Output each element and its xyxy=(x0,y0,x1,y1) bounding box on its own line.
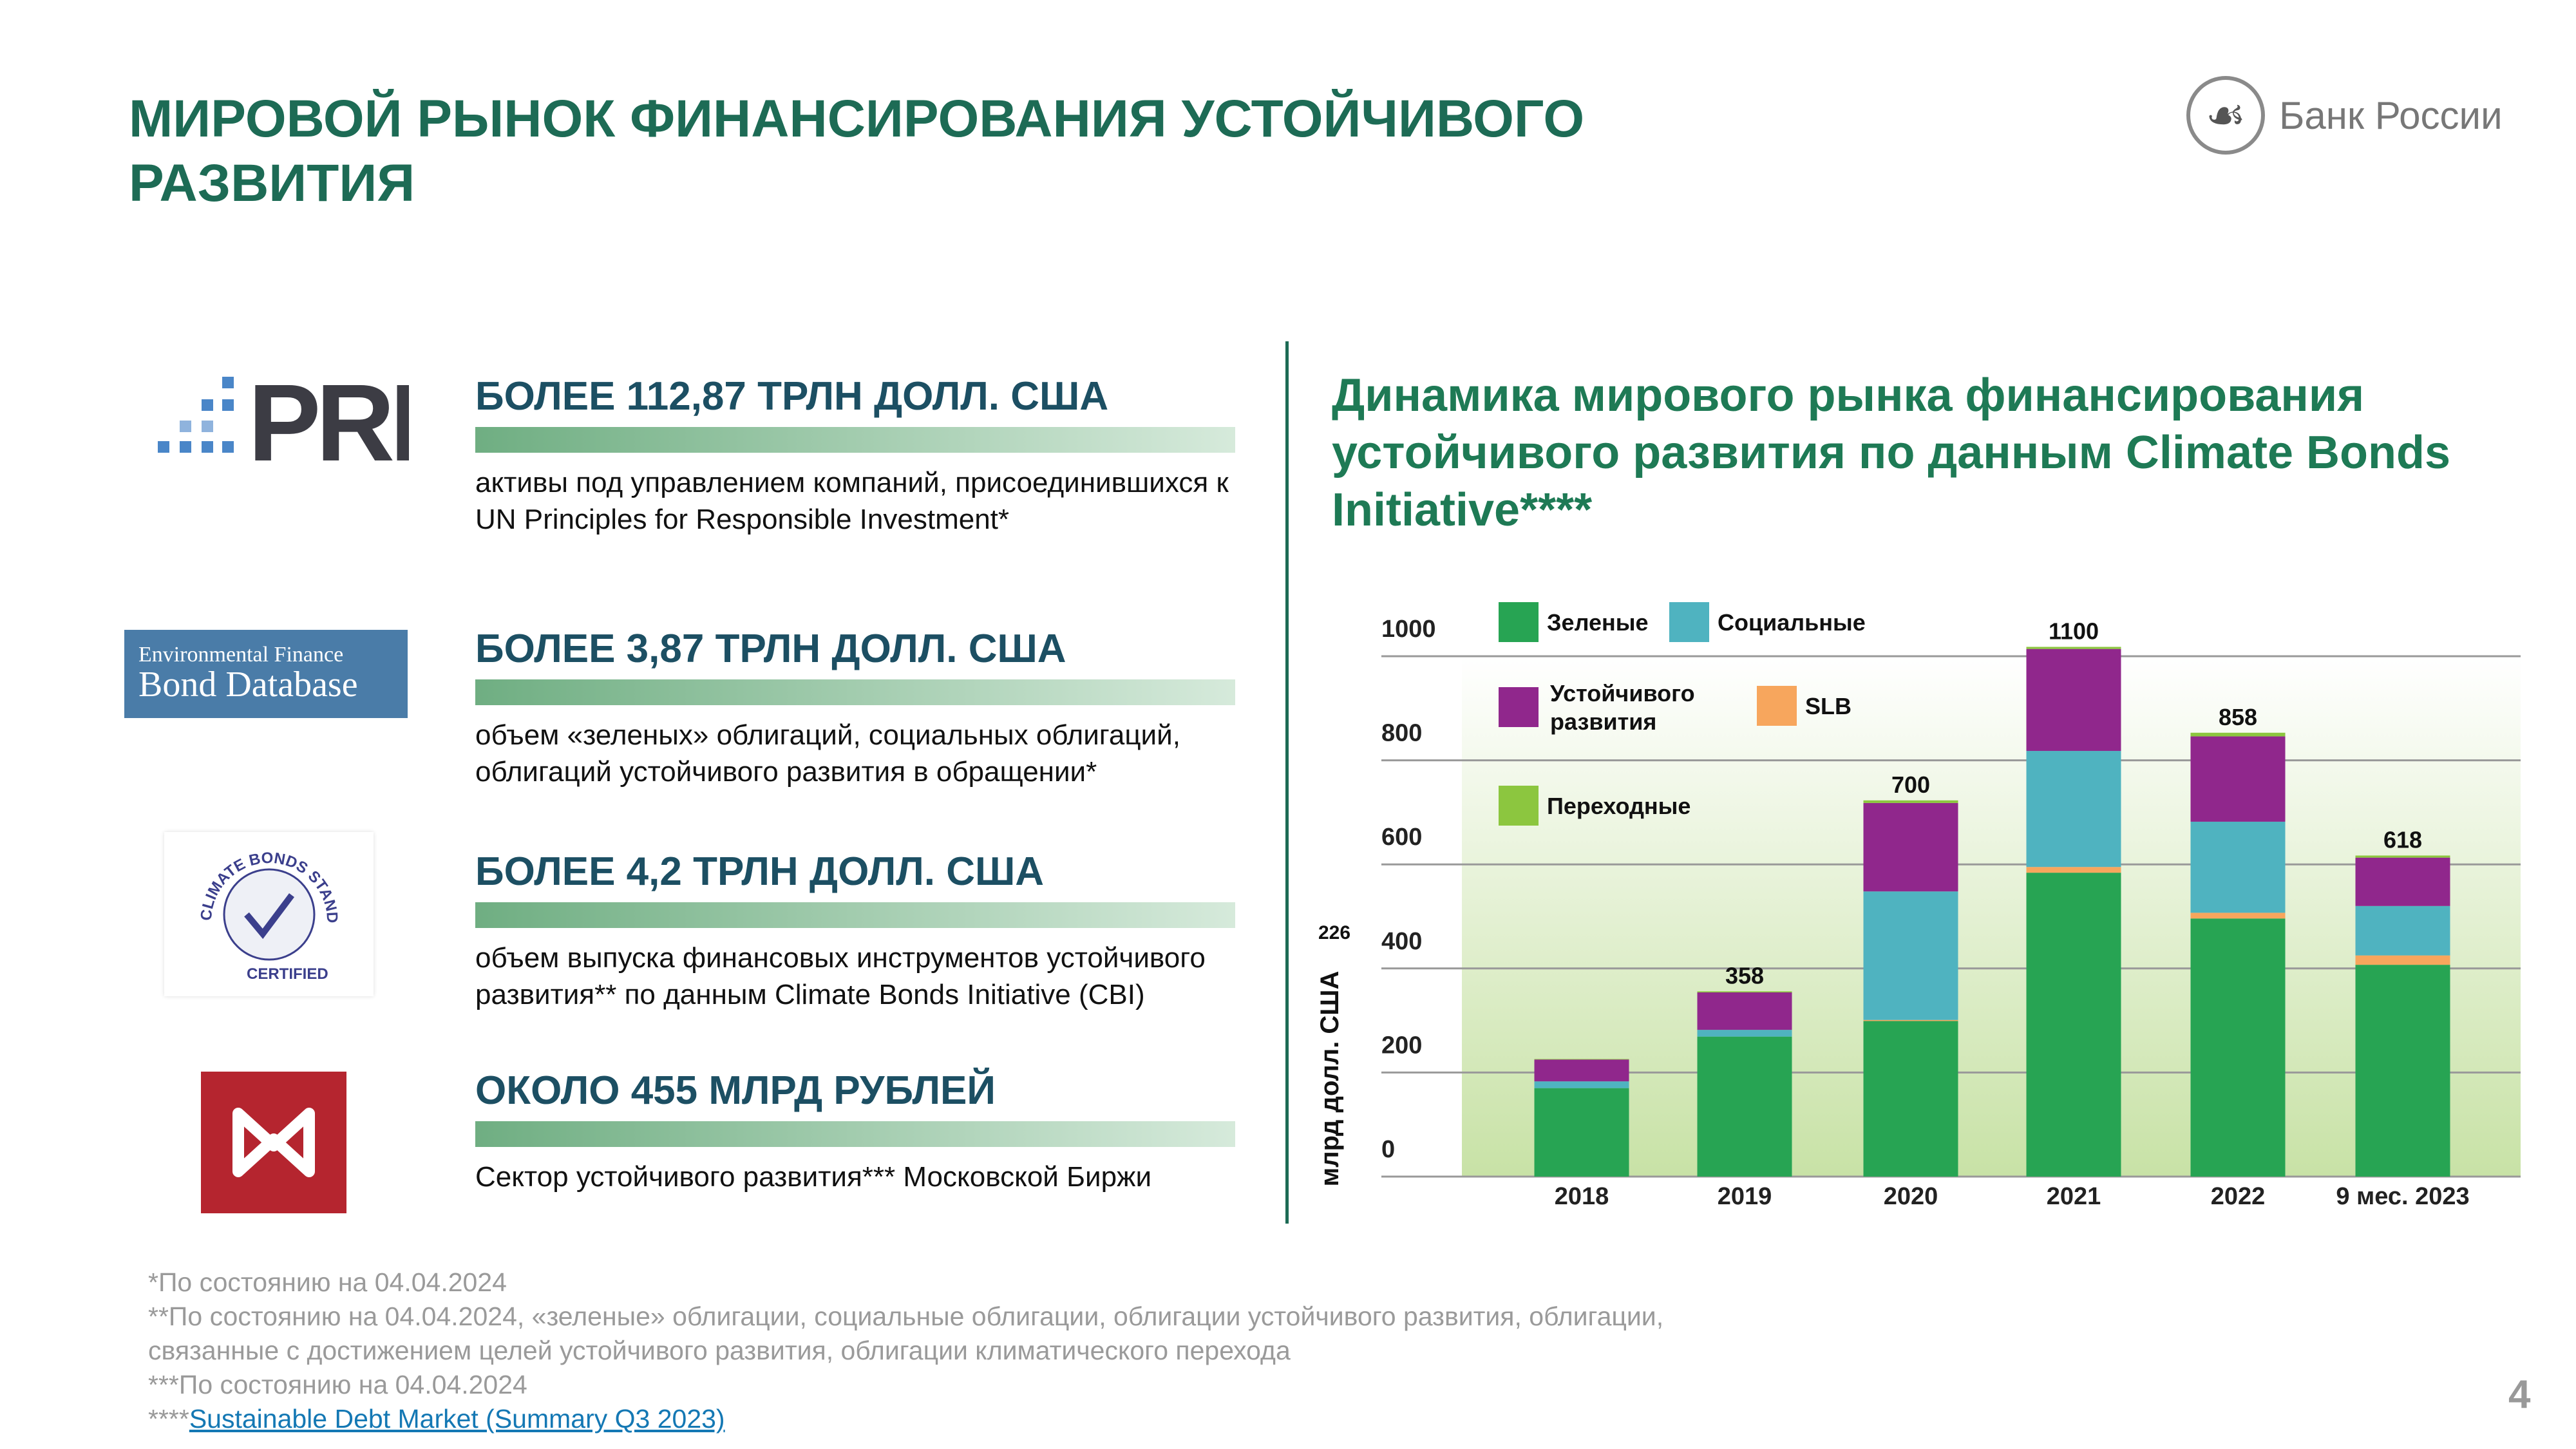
stat-heading: БОЛЕЕ 3,87 ТРЛН ДОЛЛ. США xyxy=(475,627,1066,671)
bar-segment xyxy=(1863,800,1958,803)
stat-item: ОКОЛО 455 МЛРД РУБЛЕЙ Сектор устойчивого … xyxy=(475,1068,1235,1195)
legend-label: Зеленые xyxy=(1547,609,1649,636)
page-number: 4 xyxy=(2508,1372,2531,1417)
footnote: ***По состоянию на 04.04.2024 xyxy=(148,1370,527,1399)
y-tick-label: 800 xyxy=(1381,720,1422,747)
x-tick-label: 2019 xyxy=(1718,1183,1772,1210)
x-tick-label: 2022 xyxy=(2211,1183,2266,1210)
bar-segment xyxy=(2190,821,2286,913)
page-title: МИРОВОЙ РЫНОК ФИНАНСИРОВАНИЯ УСТОЙЧИВОГО… xyxy=(129,90,1585,213)
bar-segment xyxy=(2355,955,2450,965)
stat-heading: БОЛЕЕ 112,87 ТРЛН ДОЛЛ. США xyxy=(475,374,1109,419)
bar-segment xyxy=(1534,1059,1629,1082)
bar-segment xyxy=(2190,732,2286,737)
y-tick-label: 1000 xyxy=(1381,616,1436,643)
legend-swatch xyxy=(1499,687,1539,727)
legend-swatch xyxy=(1669,602,1709,642)
svg-text:CERTIFIED: CERTIFIED xyxy=(247,965,328,983)
legend-swatch xyxy=(1757,686,1797,726)
total-label: 1100 xyxy=(2049,618,2099,644)
y-tick-label: 400 xyxy=(1381,928,1422,955)
footnote: **По состоянию на 04.04.2024, «зеленые» … xyxy=(148,1302,1664,1331)
bar-segment xyxy=(2026,649,2121,752)
stacked-bar-chart: 0 200 400 600 800 1000 млрд долл. США 2018 226 20… xyxy=(1316,602,2521,1210)
bar-segment xyxy=(2026,873,2121,1177)
stat-text: активы под управлением компаний, присоед… xyxy=(475,467,1229,535)
total-label: 618 xyxy=(2383,826,2422,853)
stat-item: БОЛЕЕ 4,2 ТРЛН ДОЛЛ. США объем выпуска фи… xyxy=(475,849,1267,1013)
bar-segment xyxy=(2190,736,2286,822)
legend-label: Устойчивого развития xyxy=(1550,680,1695,735)
bar-segment xyxy=(1697,992,1792,1030)
total-label: 700 xyxy=(1891,772,1930,798)
bar-segment xyxy=(2026,647,2121,649)
footnotes: *По состоянию на 04.04.2024 **По состоян… xyxy=(148,1265,1663,1436)
legend-label: Социальные xyxy=(1718,609,1866,636)
gradient-bar xyxy=(475,902,1235,928)
total-label: 226 xyxy=(1318,922,1350,943)
bar-segment xyxy=(1863,1021,1958,1177)
pri-logo: PRI xyxy=(158,362,420,484)
footnote: связанные с достижением целей устойчивог… xyxy=(148,1336,1291,1365)
moex-logo xyxy=(201,1072,346,1213)
bar-segment xyxy=(1697,1036,1792,1177)
logo-line: Bond Database xyxy=(138,665,358,705)
bar-segment xyxy=(2355,965,2450,1177)
logo-line: Environmental Finance xyxy=(138,643,344,667)
legend-label: SLB xyxy=(1805,693,1852,719)
x-tick-label: 2021 xyxy=(2047,1183,2101,1210)
gradient-bar xyxy=(475,427,1235,453)
stat-text: Сектор устойчивого развития*** Московско… xyxy=(475,1161,1152,1193)
bar-segment xyxy=(1697,991,1792,992)
gradient-bar xyxy=(475,1121,1235,1147)
eagle-emblem-icon: ☙ xyxy=(2186,76,2265,155)
bar-segment xyxy=(2355,855,2450,858)
y-tick-label: 600 xyxy=(1381,824,1422,851)
legend-label: Переходные xyxy=(1547,793,1690,819)
legend-swatch xyxy=(1499,786,1539,826)
svg-text:PRI: PRI xyxy=(248,377,409,464)
x-tick-label: 2020 xyxy=(1884,1183,1938,1210)
divider xyxy=(1285,341,1289,1224)
bar-segment xyxy=(2355,857,2450,906)
stat-text: объем выпуска финансовых инструментов ус… xyxy=(475,942,1206,1010)
bar-segment xyxy=(2190,913,2286,919)
bar-segment xyxy=(1863,802,1958,892)
bar-segment xyxy=(1863,1019,1958,1021)
bar-segment xyxy=(1534,1088,1629,1177)
bar-segment xyxy=(1534,1081,1629,1088)
stat-text: объем «зеленых» облигаций, социальных об… xyxy=(475,719,1180,788)
bond-database-logo: Environmental Finance Bond Database xyxy=(124,630,408,718)
bar-segment xyxy=(1863,891,1958,1020)
x-tick-label: 9 мес. 2023 xyxy=(2336,1183,2469,1210)
chart-title: Динамика мирового рынка финансирования у… xyxy=(1332,370,2450,536)
bank-of-russia-logo: ☙ Банк России xyxy=(2186,76,2503,155)
footnote-marker: **** xyxy=(148,1404,189,1434)
stat-heading: ОКОЛО 455 МЛРД РУБЛЕЙ xyxy=(475,1068,996,1113)
total-label: 858 xyxy=(2219,704,2257,730)
bar-segment xyxy=(2026,751,2121,867)
x-tick-label: 2018 xyxy=(1555,1183,1609,1210)
bar-segment xyxy=(2026,867,2121,873)
stat-item: БОЛЕЕ 3,87 ТРЛН ДОЛЛ. США объем «зеленых»… xyxy=(475,626,1248,790)
source-link[interactable]: Sustainable Debt Market (Summary Q3 2023… xyxy=(189,1404,725,1434)
stat-item: БОЛЕЕ 112,87 ТРЛН ДОЛЛ. США активы под уп… xyxy=(475,374,1261,538)
y-axis-label: млрд долл. США xyxy=(1316,971,1344,1187)
footnote: *По состоянию на 04.04.2024 xyxy=(148,1267,507,1297)
y-tick-label: 0 xyxy=(1381,1136,1395,1163)
bar-segment xyxy=(1697,1030,1792,1037)
legend-swatch xyxy=(1499,602,1539,642)
y-tick-label: 200 xyxy=(1381,1032,1422,1059)
bar-segment xyxy=(2190,918,2286,1177)
stat-heading: БОЛЕЕ 4,2 ТРЛН ДОЛЛ. США xyxy=(475,849,1045,894)
plot-background xyxy=(1462,656,2521,1177)
gradient-bar xyxy=(475,679,1235,705)
total-label: 358 xyxy=(1725,962,1764,989)
brand-name: Банк России xyxy=(2279,93,2503,137)
bar-segment xyxy=(2355,905,2450,956)
climate-bonds-certified-logo: CLIMATE BONDS STANDARD CERTIFIED xyxy=(164,832,374,996)
